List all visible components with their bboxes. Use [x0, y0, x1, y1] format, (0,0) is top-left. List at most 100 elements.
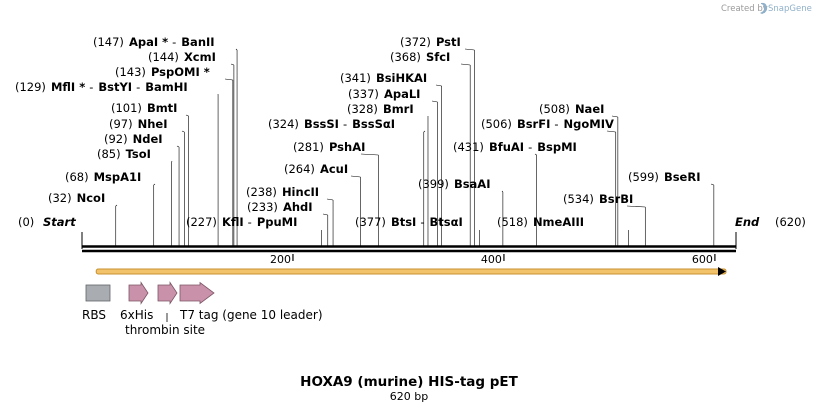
site-ncoi[interactable]: (32) NcoI: [48, 191, 118, 246]
thrombin-arrow: [157, 281, 178, 305]
site-enzyme-name: PspOMI *: [151, 65, 210, 79]
site-enzyme-name: AcuI: [320, 162, 348, 176]
feature-rbs[interactable]: RBS: [82, 284, 111, 322]
site-label: (518) NmeAIII: [497, 215, 584, 229]
start-name: Start: [43, 215, 76, 229]
site-leader-line: [423, 130, 426, 133]
site-enzyme-name: SfcI: [426, 50, 450, 64]
site-position: (32): [48, 191, 72, 205]
site-bsssi[interactable]: (324) BssSI - BssSαI: [268, 117, 426, 246]
site-mspa1i[interactable]: (68) MspA1I: [65, 170, 156, 246]
site-position: (377): [355, 215, 386, 229]
snapgene-logo-icon: [760, 2, 768, 15]
site-position: (328): [347, 102, 378, 116]
site-ndei[interactable]: (92) NdeI: [104, 132, 180, 246]
site-leader-line: [710, 183, 714, 186]
site-label: (337) ApaLI: [348, 87, 420, 101]
site-label: (144) XcmI: [148, 50, 216, 64]
site-position: (97): [109, 117, 133, 131]
site-nhei[interactable]: (97) NheI: [109, 117, 185, 246]
site-label: (399) BsaAI: [418, 177, 491, 191]
start-label[interactable]: (0) Start: [18, 215, 76, 229]
site-naei[interactable]: (508) NaeI: [539, 102, 619, 246]
site-position: (144): [148, 50, 179, 64]
orf-arrowhead: [718, 267, 726, 276]
site-mfli[interactable]: (129) MflI * - BstYI - BamHI: [15, 80, 219, 246]
site-btsi[interactable]: (377) BtsI - BtsαI: [355, 215, 480, 246]
site-tsoi[interactable]: (85) TsoI: [97, 147, 173, 246]
site-nmeaiii[interactable]: (518) NmeAIII: [497, 215, 629, 246]
site-label: (147) ApaI * - BanII: [93, 35, 215, 49]
site-leader-line: [460, 63, 471, 66]
site-apai[interactable]: (147) ApaI * - BanII: [93, 35, 238, 246]
site-pshai[interactable]: (281) PshAI: [293, 140, 379, 246]
site-bsrfi[interactable]: (506) BsrFI - NgoMIV: [481, 117, 617, 246]
site-bseri[interactable]: (599) BseRI: [628, 170, 715, 246]
site-position: (264): [284, 162, 315, 176]
orf-bar: [95, 268, 727, 275]
site-enzyme-name: ApaI *: [129, 35, 168, 49]
site-position: (518): [497, 215, 528, 229]
site-leader-line: [435, 84, 442, 87]
site-leader-line: [501, 190, 504, 193]
site-label: (599) BseRI: [628, 170, 700, 184]
site-psti[interactable]: (372) PstI: [400, 35, 475, 246]
site-enzyme-name: ApaLI: [384, 87, 421, 101]
site-sfci[interactable]: (368) SfcI: [390, 50, 471, 246]
site-position: (68): [65, 170, 89, 184]
orf-arrow[interactable]: [95, 267, 727, 276]
site-bsihkai[interactable]: (341) BsiHKAI: [340, 71, 443, 246]
site-position: (399): [418, 177, 449, 191]
feature-6xhis[interactable]: 6xHis: [120, 281, 153, 323]
site-bmri[interactable]: (328) BmrI: [347, 102, 429, 246]
site-label: (68) MspA1I: [65, 170, 141, 184]
feature-thrombin-site[interactable]: thrombin site: [125, 281, 205, 338]
end-label[interactable]: End (620): [735, 215, 806, 229]
site-ahdi[interactable]: (233) AhdI: [247, 200, 329, 246]
site-enzyme-name: BseRI: [664, 170, 701, 184]
site-hincii[interactable]: (238) HincII: [246, 185, 334, 246]
site-label: (233) AhdI: [247, 200, 313, 214]
site-enzyme-name: NaeI: [575, 102, 604, 116]
site-bfuai[interactable]: (431) BfuAI - BspMI: [453, 140, 577, 246]
t7-label: T7 tag (gene 10 leader): [179, 308, 323, 322]
site-position: (599): [628, 170, 659, 184]
rbs-box: [85, 284, 111, 302]
site-leader-line: [230, 63, 234, 66]
6xhis-arrow: [128, 281, 149, 305]
site-label: (431) BfuAI - BspMI: [453, 140, 577, 154]
site-enzyme-name: BanII: [181, 35, 214, 49]
site-position: (129): [15, 80, 46, 94]
axis-ticks: 200 400 600: [270, 253, 716, 266]
site-position: (238): [246, 185, 277, 199]
site-label: (143) PspOMI *: [115, 65, 210, 79]
site-leader-line: [431, 100, 438, 103]
site-label: (227) KflI - PpuMI: [186, 215, 297, 229]
site-separator: -: [420, 215, 424, 229]
site-label: (368) SfcI: [390, 50, 450, 64]
site-position: (143): [115, 65, 146, 79]
site-position: (337): [348, 87, 379, 101]
site-bsrbi[interactable]: (534) BsrBI: [563, 192, 646, 246]
site-enzyme-name: HincII: [282, 185, 319, 199]
site-position: (281): [293, 140, 324, 154]
site-enzyme-name: BmtI: [147, 101, 178, 115]
site-enzyme-name: BsaAI: [454, 177, 491, 191]
site-label: (238) HincII: [246, 185, 319, 199]
site-enzyme-name: NgoMIV: [564, 117, 614, 131]
site-label: (101) BmtI: [111, 101, 177, 115]
site-bmti[interactable]: (101) BmtI: [111, 101, 189, 246]
site-position: (227): [186, 215, 217, 229]
site-position: (233): [247, 200, 278, 214]
restriction-sites: (32) NcoI (68) MspA1I (85) TsoI(92) NdeI(97) Nh…: [15, 35, 715, 246]
site-apali[interactable]: (337) ApaLI: [348, 87, 438, 246]
site-kfli[interactable]: (227) KflI - PpuMI: [186, 215, 322, 246]
site-bsaai[interactable]: (399) BsaAI: [418, 177, 504, 246]
site-enzyme-name: KflI: [222, 215, 244, 229]
site-xcmi[interactable]: (144) XcmI: [148, 50, 235, 246]
site-pspomi[interactable]: (143) PspOMI *: [115, 65, 234, 246]
site-acui[interactable]: (264) AcuI: [284, 162, 361, 246]
map-subtitle: 620 bp: [390, 390, 428, 403]
feature-t7-tag[interactable]: T7 tag (gene 10 leader): [179, 281, 323, 323]
